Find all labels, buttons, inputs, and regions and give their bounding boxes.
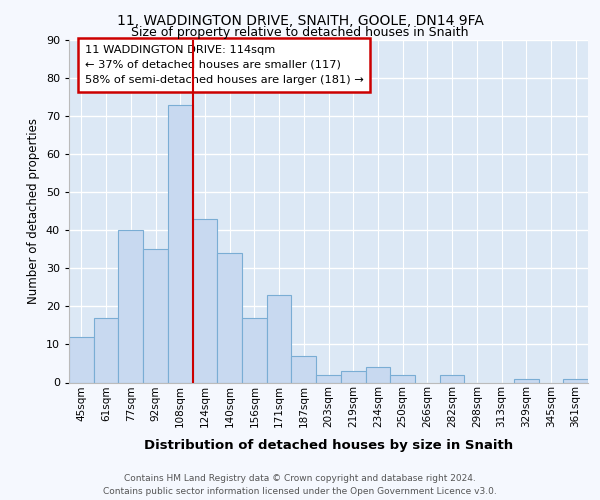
Bar [118,230,143,382]
Y-axis label: Number of detached properties: Number of detached properties [27,118,40,304]
Bar [292,356,316,382]
Text: Size of property relative to detached houses in Snaith: Size of property relative to detached ho… [131,26,469,39]
Bar [365,368,390,382]
Text: 11, WADDINGTON DRIVE, SNAITH, GOOLE, DN14 9FA: 11, WADDINGTON DRIVE, SNAITH, GOOLE, DN1… [116,14,484,28]
Bar [69,337,94,382]
Bar [242,318,267,382]
Bar [341,371,365,382]
Bar [94,318,118,382]
Bar [267,295,292,382]
X-axis label: Distribution of detached houses by size in Snaith: Distribution of detached houses by size … [144,438,513,452]
Text: 11 WADDINGTON DRIVE: 114sqm
← 37% of detached houses are smaller (117)
58% of se: 11 WADDINGTON DRIVE: 114sqm ← 37% of det… [85,45,364,84]
Bar [316,375,341,382]
Bar [514,378,539,382]
Bar [563,378,588,382]
Text: Contains public sector information licensed under the Open Government Licence v3: Contains public sector information licen… [103,487,497,496]
Bar [143,250,168,382]
Bar [217,253,242,382]
Bar [390,375,415,382]
Text: Contains HM Land Registry data © Crown copyright and database right 2024.: Contains HM Land Registry data © Crown c… [124,474,476,483]
Bar [193,219,217,382]
Bar [168,104,193,382]
Bar [440,375,464,382]
